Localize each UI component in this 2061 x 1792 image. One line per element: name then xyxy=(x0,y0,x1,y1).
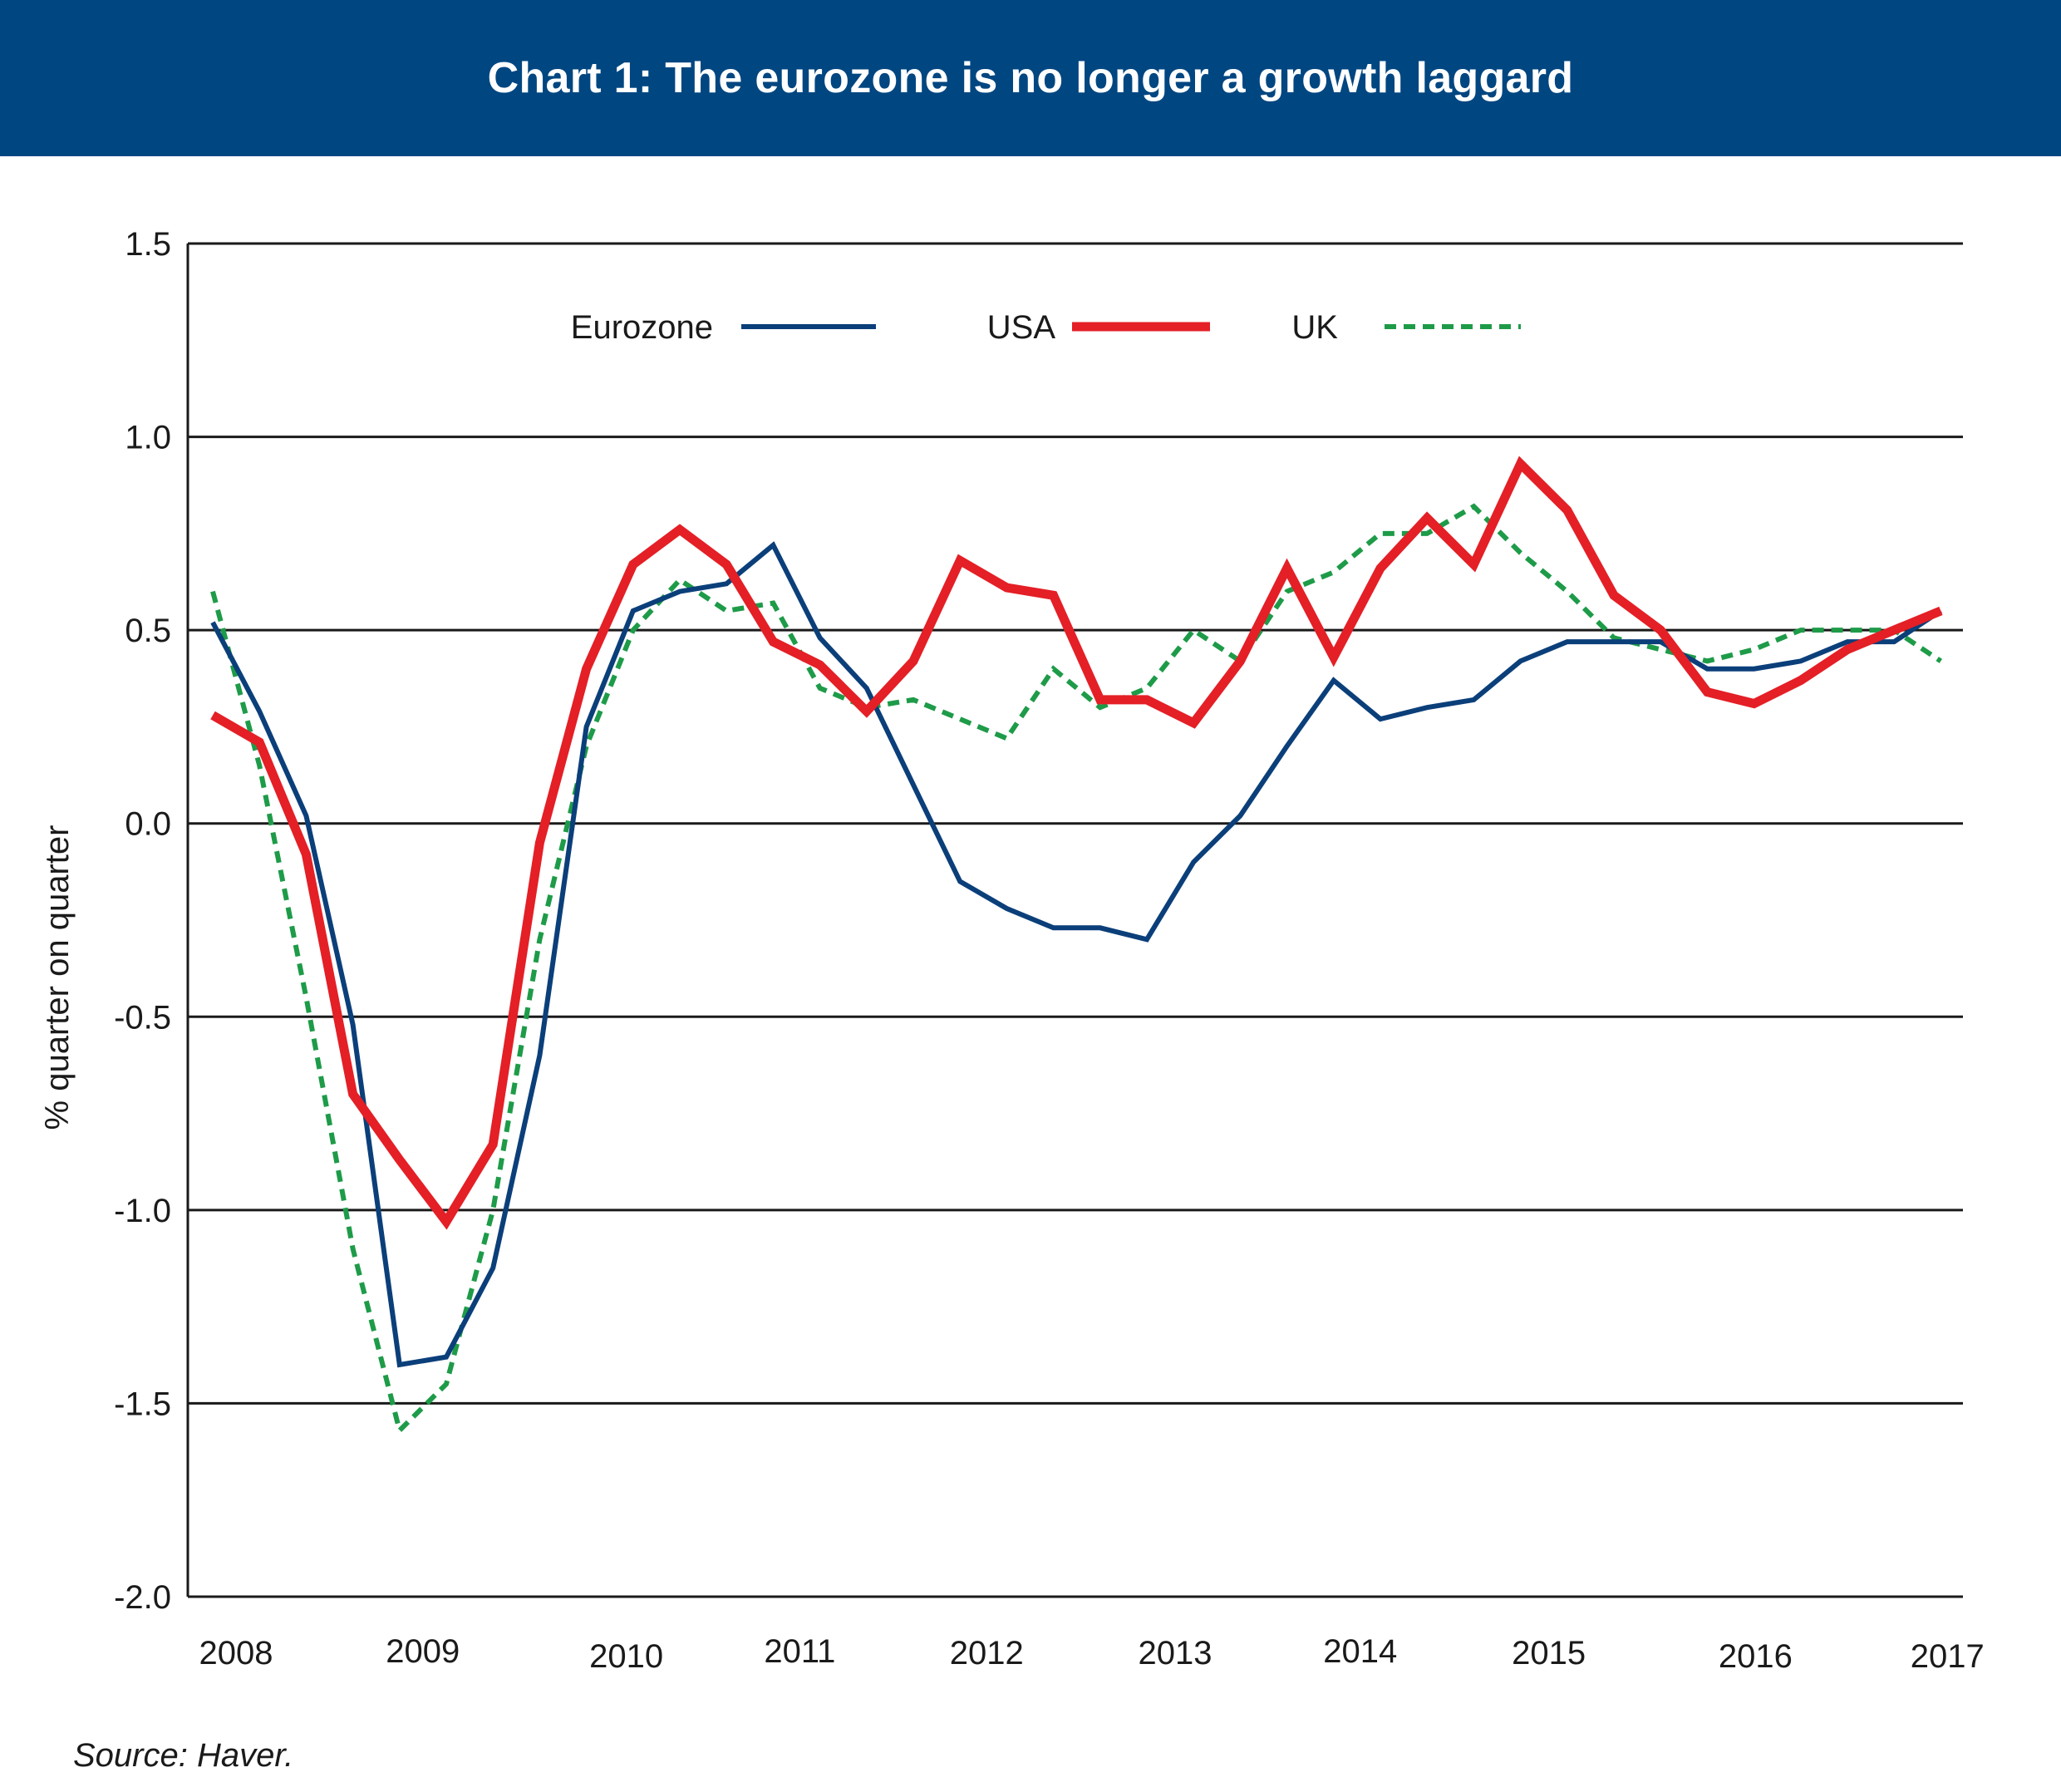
x-tick-label: 2011 xyxy=(764,1633,835,1670)
y-tick-label: 0.5 xyxy=(125,613,171,649)
series-line-eurozone xyxy=(210,541,1943,1368)
x-tick-label: 2015 xyxy=(1512,1635,1586,1671)
y-tick-label: 0.0 xyxy=(125,806,171,843)
series-line-usa xyxy=(210,455,1943,1230)
x-tick-label: 2016 xyxy=(1719,1638,1793,1675)
x-tick-label: 2012 xyxy=(950,1635,1024,1671)
y-tick-label: -1.0 xyxy=(114,1193,171,1229)
y-tick-labels: 1.5 1.0 0.5 0.0 -0.5 -1.0 -1.5 -2.0 xyxy=(114,226,171,1616)
source-note: Source: Haver. xyxy=(73,1737,294,1774)
y-tick-label: -2.0 xyxy=(114,1579,171,1616)
grid-lines xyxy=(188,242,1963,1598)
x-tick-label: 2009 xyxy=(386,1633,460,1670)
legend: Eurozone USA UK xyxy=(571,309,1521,346)
series-lines xyxy=(210,455,1943,1435)
x-tick-label: 2008 xyxy=(199,1635,273,1671)
series-line-uk xyxy=(210,503,1943,1435)
chart-title: Chart 1: The eurozone is no longer a gro… xyxy=(487,54,1574,102)
line-chart: 1.5 1.0 0.5 0.0 -0.5 -1.0 -1.5 -2.0 2008 2009 201… xyxy=(39,226,1985,1675)
x-tick-label: 2017 xyxy=(1911,1638,1985,1675)
legend-label-eurozone: Eurozone xyxy=(571,309,713,346)
x-tick-label: 2010 xyxy=(589,1638,663,1675)
y-axis-label: % quarter on quarter xyxy=(39,825,76,1130)
chart-header: Chart 1: The eurozone is no longer a gro… xyxy=(0,0,2061,156)
y-tick-label: 1.0 xyxy=(125,420,171,456)
x-tick-label: 2014 xyxy=(1323,1633,1397,1670)
x-tick-labels: 2008 2009 2010 2011 2012 2013 2014 2015 2016 2017 xyxy=(199,1633,1985,1675)
x-tick-label: 2013 xyxy=(1139,1635,1212,1671)
y-tick-label: -0.5 xyxy=(114,999,171,1036)
y-tick-label: 1.5 xyxy=(125,226,171,263)
y-tick-label: -1.5 xyxy=(114,1386,171,1422)
legend-label-usa: USA xyxy=(987,309,1056,346)
legend-label-uk: UK xyxy=(1291,309,1338,346)
